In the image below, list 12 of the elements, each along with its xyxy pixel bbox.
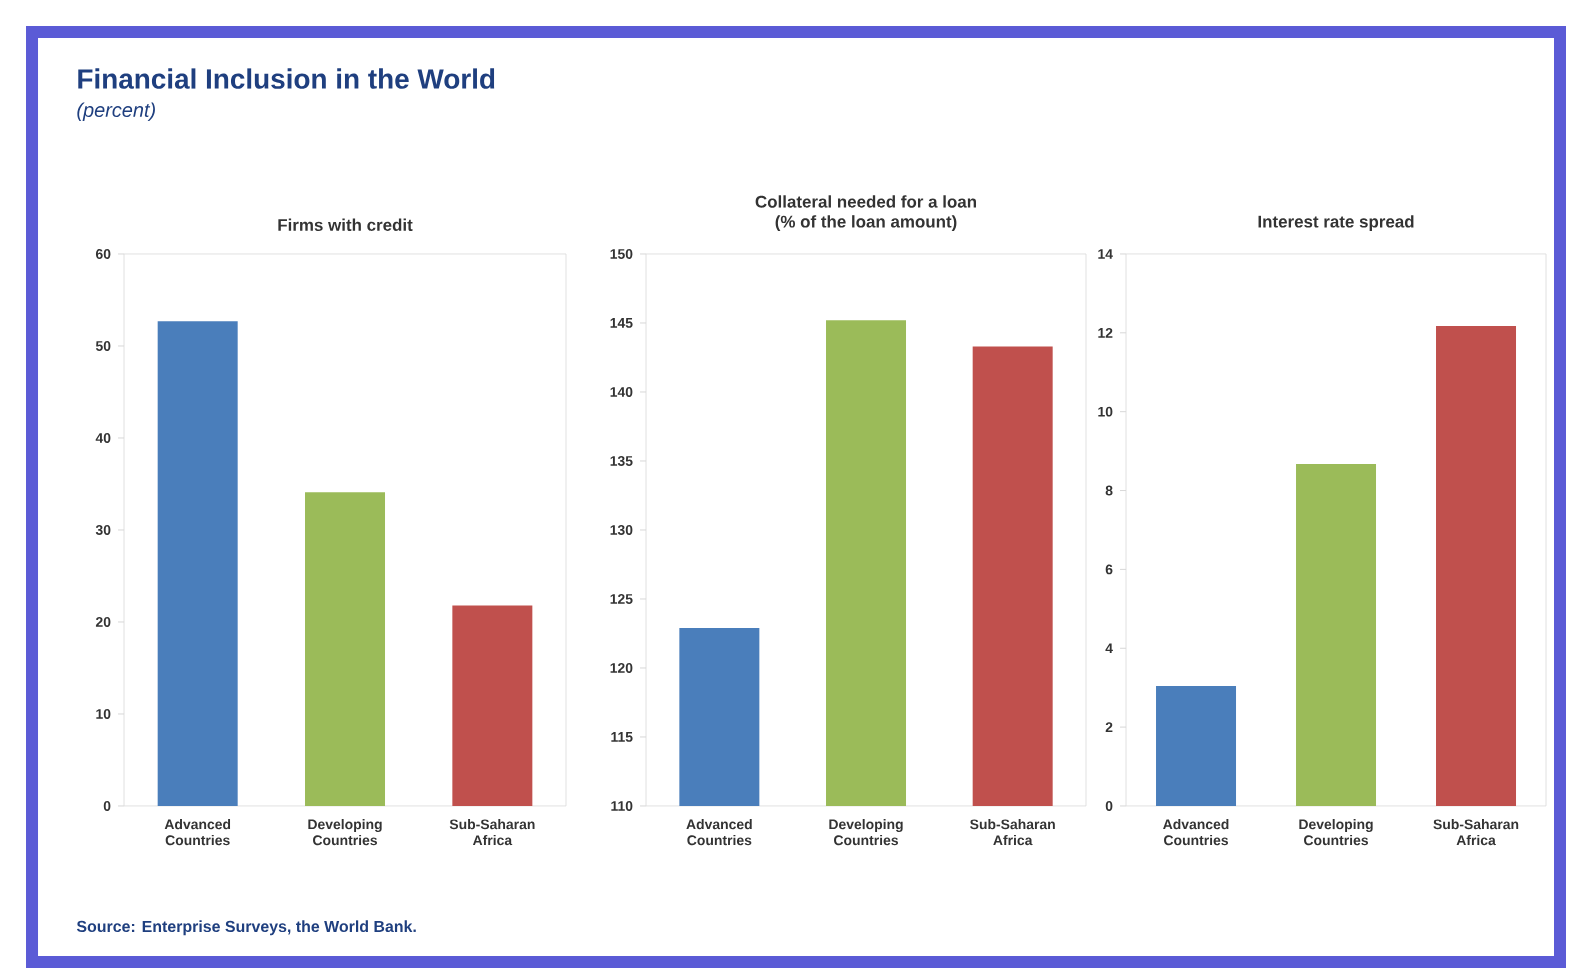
text: Financial Inclusion in the World [78,68,495,89]
chart-subtitle: (% of the loan amount) [775,215,957,231]
chart-title: Firms with credit [278,218,413,231]
chart-title: Interest rate spread [1258,215,1414,231]
bar [452,605,533,806]
bar [157,321,238,806]
bar [305,492,386,806]
bar [1436,326,1517,806]
text: (percent) [77,102,155,121]
chart-title: Collateral needed for a loan [755,195,976,208]
bar [1156,686,1237,806]
bar [1296,464,1377,806]
